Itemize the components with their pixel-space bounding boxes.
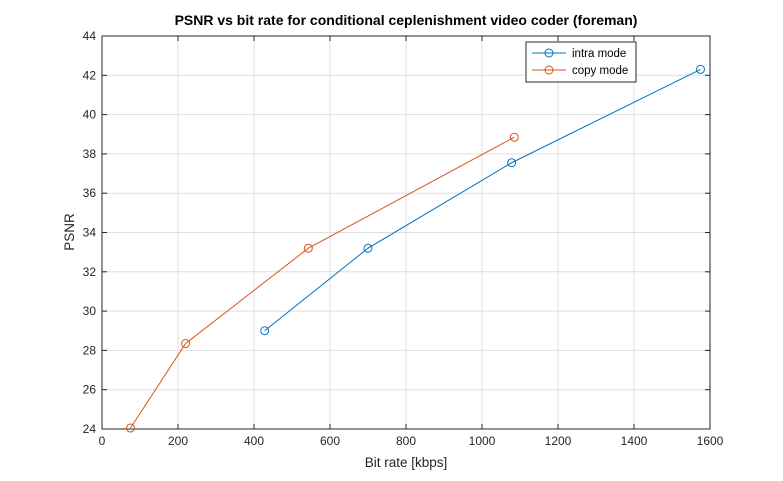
x-tick-label: 1200 — [545, 434, 572, 448]
data-point-copy-mode — [181, 339, 191, 349]
x-tick-label: 0 — [99, 434, 106, 448]
legend-entry-label: intra mode — [572, 48, 626, 60]
legend-swatch-marker — [544, 65, 554, 75]
chart-title: PSNR vs bit rate for conditional cepleni… — [175, 12, 638, 28]
y-tick-label: 24 — [83, 422, 97, 436]
x-tick-label: 1000 — [469, 434, 496, 448]
x-tick-label: 200 — [168, 434, 188, 448]
x-tick-label: 1400 — [621, 434, 648, 448]
x-tick-label: 1600 — [697, 434, 724, 448]
grid-lines — [102, 36, 710, 429]
y-tick-label: 34 — [83, 226, 97, 240]
data-point-copy-mode — [509, 132, 519, 142]
x-axis-label: Bit rate [kbps] — [365, 455, 448, 470]
y-tick-label: 26 — [83, 383, 97, 397]
y-tick-label: 28 — [83, 343, 97, 357]
data-point-intra-mode — [260, 326, 270, 336]
y-tick-label: 44 — [83, 29, 97, 43]
y-tick-label: 40 — [83, 108, 97, 122]
y-tick-label: 38 — [83, 147, 97, 161]
data-point-copy-mode — [303, 243, 313, 253]
y-tick-label: 30 — [83, 304, 97, 318]
data-point-intra-mode — [696, 64, 705, 74]
data-point-intra-mode — [363, 243, 373, 253]
legend-swatch-marker — [544, 48, 554, 58]
data-point-copy-mode — [126, 423, 135, 433]
series-line-copy-mode — [130, 136, 515, 429]
series-line-intra-mode — [264, 68, 701, 332]
y-tick-label: 36 — [83, 186, 97, 200]
y-tick-label: 32 — [83, 265, 97, 279]
x-tick-label: 600 — [320, 434, 340, 448]
y-axis-label: PSNR — [62, 213, 77, 251]
legend: intra mode copy mode — [525, 41, 637, 83]
x-tick-label: 800 — [396, 434, 416, 448]
legend-entry-label: copy mode — [572, 65, 628, 77]
axis-ticks: 0 200 400 600 800 1000 1200 1400 1600 24 26 28 30 32 3… — [83, 29, 724, 448]
y-tick-label: 42 — [83, 68, 97, 82]
legend-box — [525, 41, 637, 83]
x-tick-label: 400 — [244, 434, 264, 448]
data-point-intra-mode — [507, 158, 517, 168]
data-series — [126, 64, 705, 433]
